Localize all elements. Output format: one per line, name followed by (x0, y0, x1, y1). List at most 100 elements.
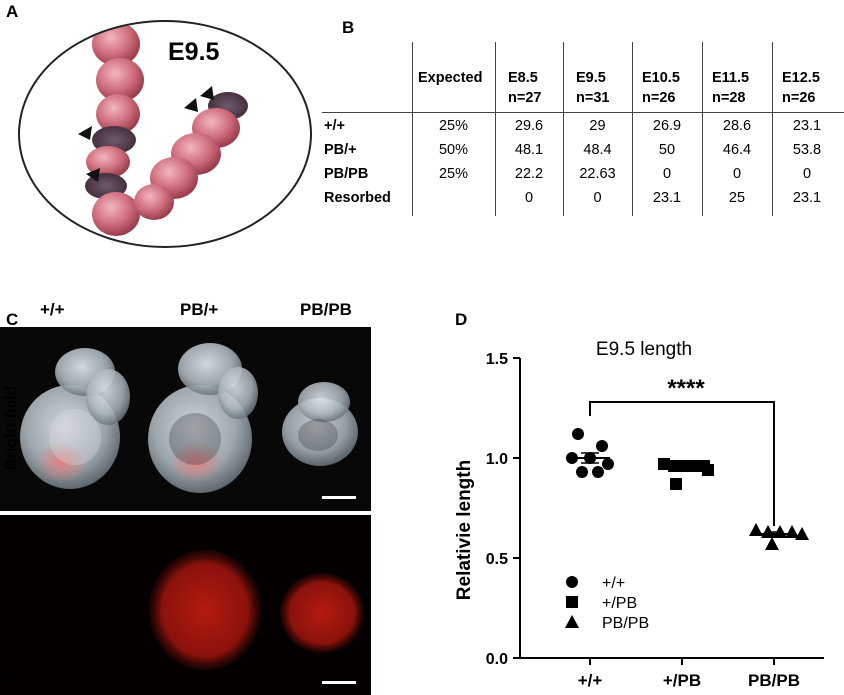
table-cell: 48.1 (514, 142, 544, 158)
y-tick-label: 0.5 (486, 551, 508, 568)
table-cell: 46.4 (722, 142, 752, 158)
y-tick-label: 1.5 (486, 351, 508, 368)
header-e85-n: n=27 (508, 90, 542, 106)
y-axis-label: Relativie length (454, 460, 475, 600)
data-point (702, 464, 714, 476)
data-point (795, 527, 809, 540)
arrowhead-icon (200, 86, 214, 100)
row-expected: 50% (438, 142, 469, 158)
data-point (670, 478, 682, 490)
row-genotype: PB/PB (324, 166, 369, 182)
table-divider (495, 42, 496, 216)
legend-label: +/PB (602, 595, 637, 612)
header-expected: Expected (418, 70, 483, 86)
table-cell: 23.1 (652, 190, 682, 206)
genotype-label-het: PB/+ (180, 300, 219, 319)
row-genotype: +/+ (324, 118, 345, 134)
row-genotype: Resorbed (324, 190, 391, 206)
header-e105: E10.5 (642, 70, 680, 86)
y-tick-label: 0.0 (486, 651, 508, 668)
table-divider (702, 42, 703, 216)
table-header-rule (322, 112, 844, 113)
table-cell: 22.63 (579, 166, 616, 182)
chart-title: E9.5 length (596, 339, 692, 360)
data-point (749, 523, 763, 536)
genotype-label-hom: PB/PB (300, 300, 352, 319)
arrowhead-markers (78, 86, 214, 182)
table-cell: 26.9 (652, 118, 682, 134)
row-expected: 25% (438, 118, 469, 134)
arrowhead-icon (184, 98, 198, 112)
header-e125-n: n=26 (782, 90, 816, 106)
header-e115: E11.5 (712, 70, 750, 86)
table-cell: 23.1 (792, 118, 822, 134)
header-e85: E8.5 (508, 70, 538, 86)
table-cell: 28.6 (722, 118, 752, 134)
x-tick-label: +/+ (578, 671, 603, 690)
legend-label: PB/PB (602, 615, 649, 632)
arrowhead-icon (86, 168, 100, 182)
header-e95: E9.5 (576, 70, 606, 86)
header-e115-n: n=28 (712, 90, 746, 106)
table-cell: 0 (802, 166, 812, 182)
uterine-horn-left (85, 22, 144, 236)
data-point (596, 440, 608, 452)
y-tick-label: 1.0 (486, 451, 508, 468)
length-chart: E9.5 length Relativie length 0.0 0.5 1.0 1.… (454, 339, 824, 690)
data-point (765, 537, 779, 550)
header-e105-n: n=26 (642, 90, 676, 106)
legend-marker (566, 596, 578, 608)
bright-field-image (0, 327, 371, 511)
uterus-photo (18, 20, 312, 248)
table-cell: 0 (524, 190, 534, 206)
table-cell: 48.4 (583, 142, 612, 158)
table-cell: 29 (589, 118, 606, 134)
header-e95-n: n=31 (576, 90, 610, 106)
table-cell: 0 (732, 166, 742, 182)
data-point (576, 466, 588, 478)
scale-bar (322, 496, 356, 499)
table-cell: 53.8 (792, 142, 822, 158)
significance-bracket (589, 401, 775, 526)
red-fluorescence-image (0, 515, 371, 695)
table-cell: 23.1 (792, 190, 822, 206)
genotype-table: Expected E8.5 n=27 E9.5 n=31 E10.5 n=26 … (322, 42, 844, 222)
table-cell: 50 (658, 142, 676, 158)
uterus-illustration (78, 22, 248, 236)
table-cell: 29.6 (514, 118, 544, 134)
row-label-bright-field: Bright field (3, 385, 20, 470)
table-cell: 22.2 (514, 166, 544, 182)
fluorescence-embryos (149, 550, 364, 684)
table-divider (563, 42, 564, 216)
data-point (592, 466, 604, 478)
scale-bar (322, 681, 356, 684)
fluorescence-hom (280, 573, 364, 653)
significance-label: **** (667, 375, 705, 402)
fluorescence-het (149, 550, 261, 670)
x-tick-label: +/PB (663, 671, 701, 690)
table-cell: 0 (662, 166, 672, 182)
data-point (572, 428, 584, 440)
panel-label-b: B (342, 18, 355, 37)
bright-field-embryos (20, 343, 358, 499)
legend-marker (566, 576, 578, 588)
data-point (785, 525, 799, 538)
arrowhead-icon (78, 126, 92, 140)
row-expected: 25% (438, 166, 469, 182)
row-genotype: PB/+ (324, 142, 357, 158)
table-cell: 0 (593, 190, 602, 206)
embryo-hom (282, 382, 358, 466)
panel-label-d: D (455, 310, 468, 329)
table-divider (772, 42, 773, 216)
table-divider (412, 42, 413, 216)
legend-label: +/+ (602, 575, 625, 592)
data-point (602, 458, 614, 470)
header-e125: E12.5 (782, 70, 820, 86)
legend-marker (565, 615, 579, 628)
embryo-het (148, 343, 258, 493)
uterine-horn-right (134, 92, 248, 220)
panel-label-a: A (6, 2, 19, 21)
x-tick-label: PB/PB (748, 671, 800, 690)
table-cell: 25 (728, 190, 746, 206)
embryo-wt (20, 348, 130, 489)
